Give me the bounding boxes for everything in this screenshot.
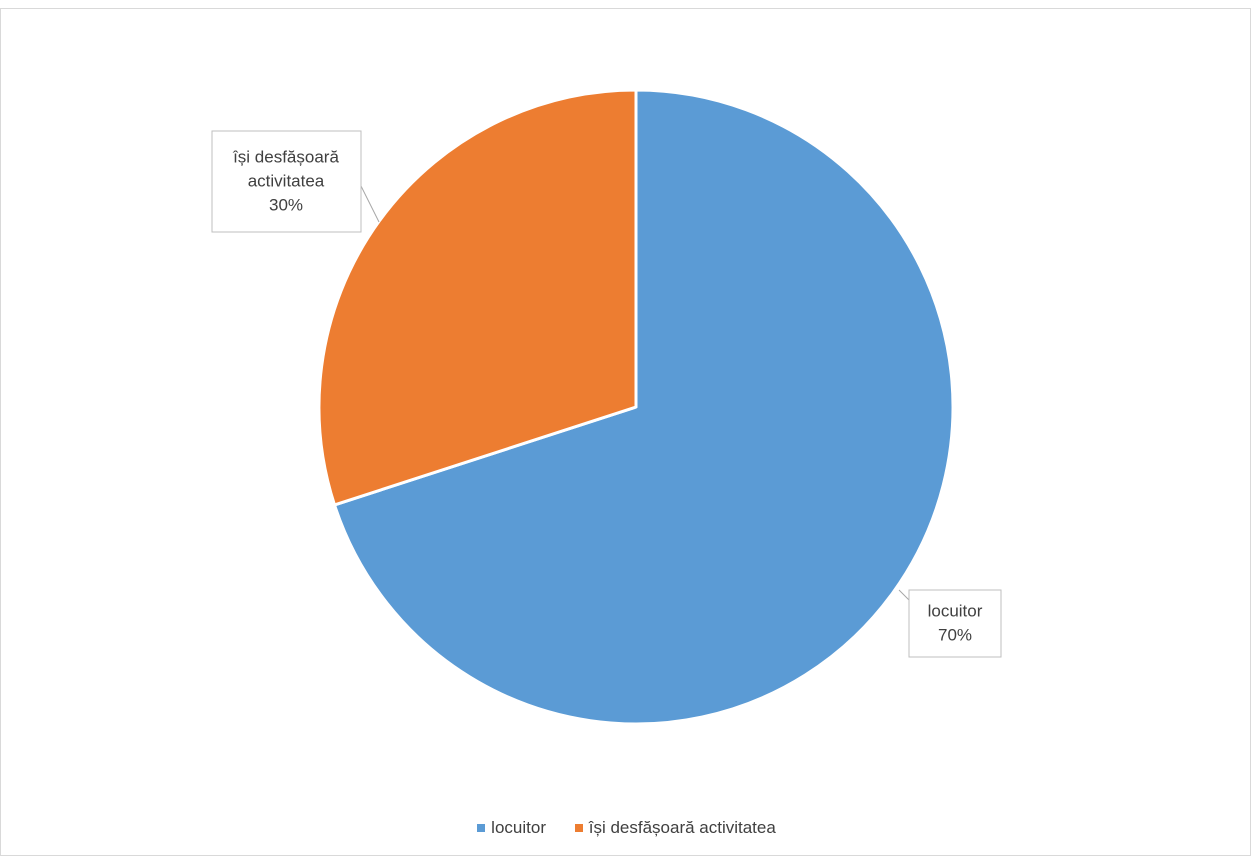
legend-item-activitatea: își desfășoară activitatea <box>574 818 776 838</box>
legend-swatch <box>574 824 583 832</box>
callout-text: 30% <box>269 196 303 215</box>
leader-line <box>898 589 910 601</box>
pie-slices <box>317 88 955 726</box>
legend-label: locuitor <box>491 818 546 837</box>
legend-label: își desfășoară activitatea <box>588 818 776 837</box>
leader-line <box>360 185 380 223</box>
callout-text: își desfășoară <box>232 148 339 167</box>
legend-swatch <box>477 824 486 832</box>
data-label-callouts: își desfășoară activitatea 30% locuitor 70% <box>211 130 1002 658</box>
callout-text: activitatea <box>248 172 325 191</box>
pie-slice-0 <box>333 88 955 726</box>
callout-text: 70% <box>938 626 972 645</box>
legend: locuitor își desfășoară activitatea <box>0 817 1253 838</box>
legend-item-locuitor: locuitor <box>477 818 546 838</box>
pie-slice-1 <box>317 88 638 507</box>
callout-box <box>211 130 362 233</box>
callout-leaders <box>360 185 910 601</box>
callout-text: locuitor <box>928 602 983 621</box>
callout-box <box>908 589 1002 658</box>
